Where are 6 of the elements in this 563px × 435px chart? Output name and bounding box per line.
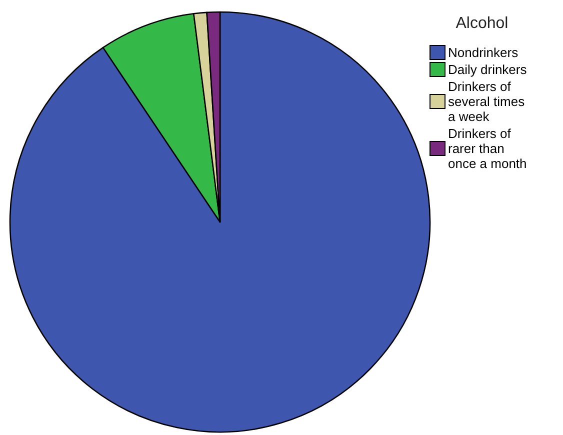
legend-label: Drinkers of rarer than once a month	[448, 126, 527, 171]
legend-label: Daily drinkers	[448, 62, 528, 77]
pie-slice	[10, 11, 431, 433]
legend-title: Alcohol	[456, 15, 508, 32]
legend-label: Nondrinkers	[448, 45, 519, 60]
legend-label: Drinkers of several times a week	[448, 79, 526, 124]
